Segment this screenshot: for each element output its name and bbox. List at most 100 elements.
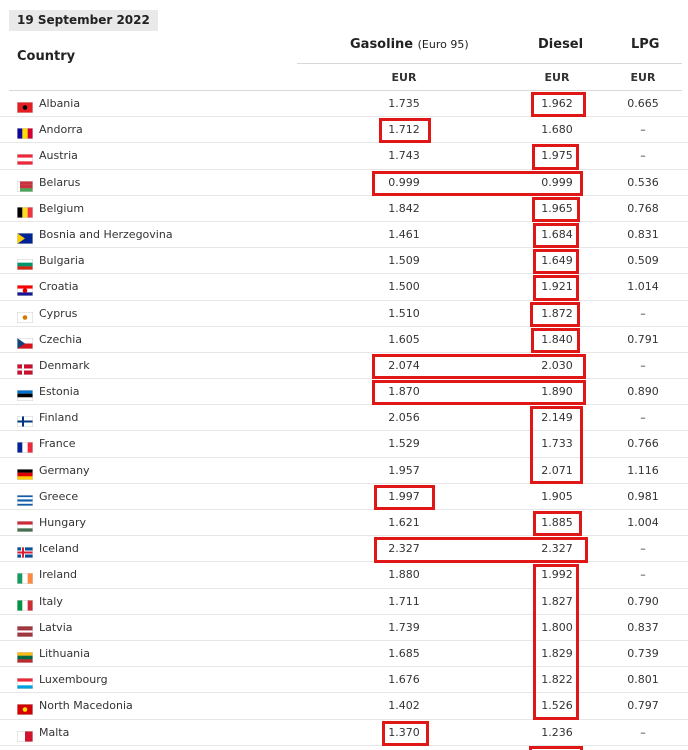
- lpg-price: 0.981: [627, 489, 659, 503]
- gasoline-price: 1.621: [388, 516, 420, 529]
- lpg-price: 0.790: [627, 594, 659, 608]
- diesel-price: 1.827: [541, 594, 573, 608]
- table-row: Estonia 1.870 1.890 0.890: [0, 379, 688, 406]
- country-name: France: [39, 437, 76, 451]
- country-name: Belarus: [39, 175, 81, 189]
- gasoline-header-label: Gasoline: [350, 37, 414, 52]
- table-row: Bulgaria 1.509 1.649 0.509: [0, 248, 688, 275]
- gasoline-price: 1.735: [388, 97, 420, 110]
- diesel-price: 1.526: [541, 699, 573, 713]
- croatia-flag-icon: [17, 281, 33, 297]
- date-badge: 19 September 2022: [9, 10, 158, 31]
- country-name: Luxembourg: [39, 673, 108, 687]
- header-divider: [297, 63, 682, 64]
- belgium-flag-icon: [17, 203, 34, 218]
- country-name: Ireland: [39, 568, 78, 582]
- gasoline-price: 1.370: [388, 725, 420, 739]
- country-name: Bosnia and Herzegovina: [39, 227, 173, 241]
- gasoline-price: 1.676: [388, 673, 420, 687]
- diesel-price: 2.149: [541, 411, 573, 425]
- lpg-price: 0.739: [627, 646, 659, 660]
- lpg-price: –: [640, 149, 646, 163]
- czechia-flag-icon: [17, 334, 33, 349]
- lpg-price: 0.768: [627, 201, 659, 215]
- cyprus-flag-icon: [17, 308, 33, 323]
- diesel-price: 1.733: [541, 437, 573, 451]
- diesel-price: 1.684: [541, 227, 573, 241]
- country-name: Germany: [39, 463, 90, 477]
- lpg-header: LPG: [631, 37, 660, 52]
- table-row: Denmark 2.074 2.030 –: [0, 353, 688, 380]
- lpg-price: 0.801: [627, 673, 659, 687]
- country-name: Bulgaria: [39, 254, 85, 268]
- table-row: Iceland 2.327 2.327 –: [0, 536, 688, 563]
- lpg-price: –: [640, 358, 646, 372]
- gasoline-price: 1.842: [388, 201, 420, 215]
- diesel-price: 2.030: [541, 358, 573, 372]
- diesel-price: 1.905: [541, 489, 573, 503]
- country-name: Finland: [39, 411, 79, 425]
- country-name: Czechia: [39, 332, 83, 346]
- estonia-flag-icon: [17, 386, 33, 402]
- albania-flag-icon: [17, 98, 33, 114]
- highlight-box: [529, 746, 583, 750]
- table-row: North Macedonia 1.402 1.526 0.797: [0, 693, 688, 720]
- gasoline-price: 1.461: [388, 227, 420, 241]
- price-table-body: Albania 1.735 1.962 0.665 Andorra 1.712 1.680 –…: [0, 91, 688, 746]
- andorra-flag-icon: [17, 124, 34, 140]
- gasoline-price: 2.327: [388, 542, 420, 556]
- country-name: Denmark: [39, 358, 90, 372]
- diesel-price: 1.236: [541, 725, 573, 739]
- table-row: Ireland 1.880 1.992 –: [0, 562, 688, 589]
- gasoline-price: 1.402: [388, 699, 420, 713]
- table-row: Belgium 1.842 1.965 0.768: [0, 196, 688, 222]
- lpg-price: 1.116: [627, 463, 659, 477]
- ireland-flag-icon: [17, 569, 34, 585]
- country-name: Lithuania: [39, 646, 90, 660]
- finland-flag-icon: [17, 412, 33, 428]
- gasoline-header-note: (Euro 95): [417, 38, 469, 51]
- diesel-price: 1.975: [541, 149, 573, 163]
- table-row: Greece 1.997 1.905 0.981: [0, 484, 688, 510]
- lpg-price: –: [640, 568, 646, 582]
- gasoline-price: 1.510: [388, 306, 420, 320]
- header-bottom-divider: [9, 90, 682, 91]
- country-name: Andorra: [39, 123, 83, 137]
- table-row: Bosnia and Herzegovina 1.461 1.684 0.831: [0, 222, 688, 249]
- gasoline-price: 1.739: [388, 620, 420, 634]
- table-row: Germany 1.957 2.071 1.116: [0, 458, 688, 484]
- diesel-price: 1.872: [541, 306, 573, 320]
- gasoline-price: 2.074: [388, 358, 420, 372]
- table-row: Austria 1.743 1.975 –: [0, 143, 688, 170]
- lpg-price: 1.004: [627, 516, 659, 529]
- table-row: Albania 1.735 1.962 0.665: [0, 91, 688, 118]
- diesel-price: 1.840: [541, 332, 573, 346]
- country-name: Belgium: [39, 201, 85, 215]
- country-name: Latvia: [39, 620, 73, 634]
- country-name: Cyprus: [39, 306, 78, 320]
- hungary-flag-icon: [17, 517, 33, 533]
- diesel-price: 1.800: [541, 620, 573, 634]
- diesel-price: 1.885: [541, 516, 573, 529]
- gasoline-price: 1.685: [388, 646, 420, 660]
- lpg-price: –: [640, 411, 646, 425]
- lpg-price: 0.890: [627, 385, 659, 399]
- gasoline-price: 1.605: [388, 332, 420, 346]
- diesel-price: 2.327: [541, 542, 573, 556]
- malta-flag-icon: [17, 727, 34, 742]
- greece-flag-icon: [17, 491, 33, 506]
- diesel-price: 1.680: [541, 123, 573, 137]
- gasoline-price: 1.880: [388, 568, 420, 582]
- diesel-price: 2.071: [541, 463, 573, 477]
- diesel-price: 1.890: [541, 385, 573, 399]
- diesel-price: 1.829: [541, 646, 573, 660]
- diesel-price: 1.992: [541, 568, 573, 582]
- germany-flag-icon: [17, 465, 33, 480]
- gasoline-price: 1.711: [388, 594, 420, 608]
- diesel-price: 1.649: [541, 254, 573, 268]
- country-name: Malta: [39, 725, 70, 739]
- gasoline-price: 0.999: [388, 175, 420, 189]
- table-row: Italy 1.711 1.827 0.790: [0, 589, 688, 615]
- table-row: Croatia 1.500 1.921 1.014: [0, 274, 688, 301]
- country-name: Italy: [39, 594, 63, 608]
